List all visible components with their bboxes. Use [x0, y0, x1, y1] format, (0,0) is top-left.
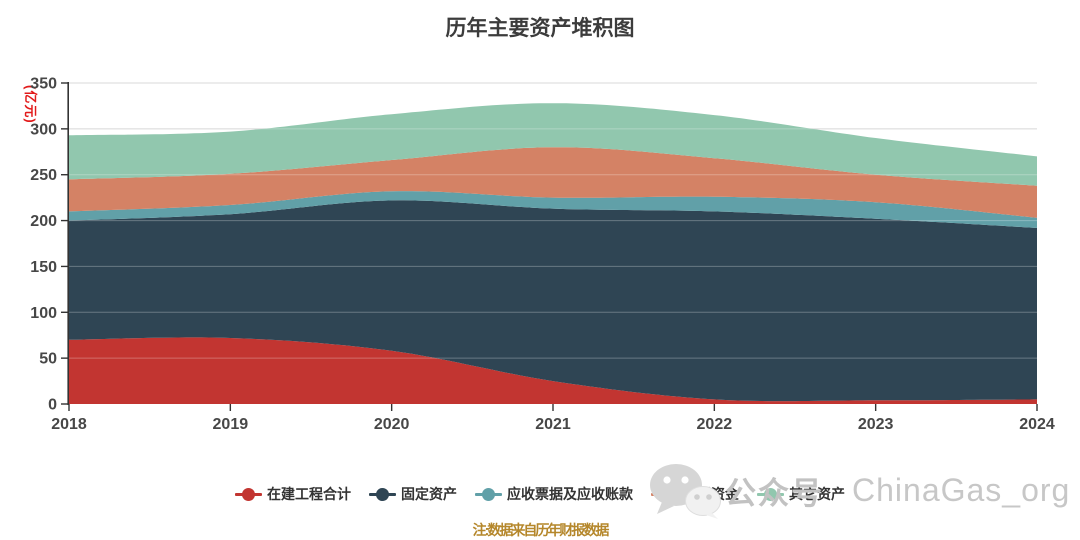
x-tick-label: 2019	[213, 416, 249, 433]
x-tick-label: 2021	[535, 416, 571, 433]
y-tick-label: 200	[30, 213, 57, 230]
chart-title: 历年主要资产堆积图	[445, 17, 635, 40]
wechat-icon	[650, 464, 721, 519]
gridlines-over	[69, 82, 1037, 359]
x-tick-label: 2024	[1019, 416, 1055, 433]
area-series-0	[69, 337, 1037, 404]
legend-marker-icon	[369, 487, 396, 501]
area-series-3	[69, 147, 1037, 218]
area-series-1	[69, 200, 1037, 402]
footnote: 注:数据来自历年财报数据	[472, 522, 610, 538]
legend-label: 固定资产	[401, 486, 457, 502]
legend-label: 应收票据及应收账款	[507, 486, 633, 502]
legend-marker-icon	[757, 487, 784, 501]
y-tick-label: 100	[30, 305, 57, 322]
area-series-2	[69, 191, 1037, 228]
y-tick-label: 250	[30, 167, 57, 184]
x-tick-label: 2023	[858, 416, 894, 433]
legend-item[interactable]: 其它资产	[757, 484, 845, 504]
legend-label: 其它资产	[789, 486, 845, 502]
x-tick-label: 2020	[374, 416, 410, 433]
legend-marker-icon	[235, 487, 262, 501]
legend-marker-icon	[475, 487, 502, 501]
y-tick-label: 300	[30, 121, 57, 138]
watermark-account-name: ChinaGas_org	[852, 471, 1071, 508]
x-tick-label: 2022	[697, 416, 733, 433]
y-tick-label: 350	[30, 76, 57, 93]
y-tick-label: 150	[30, 259, 57, 276]
x-tick-label: 2018	[51, 416, 87, 433]
y-tick-label: 50	[39, 351, 57, 368]
legend-item[interactable]: 在建工程合计	[235, 484, 351, 504]
watermark-wechat-label: 公众号	[725, 475, 824, 511]
watermark: 公众号 ChinaGas_org	[648, 461, 1070, 519]
y-tick-label: 0	[48, 397, 57, 414]
area-series-4	[69, 103, 1037, 186]
legend-item[interactable]: 固定资产	[369, 484, 457, 504]
legend-label: 在建工程合计	[267, 486, 351, 502]
legend-item[interactable]: 应收票据及应收账款	[475, 484, 633, 504]
